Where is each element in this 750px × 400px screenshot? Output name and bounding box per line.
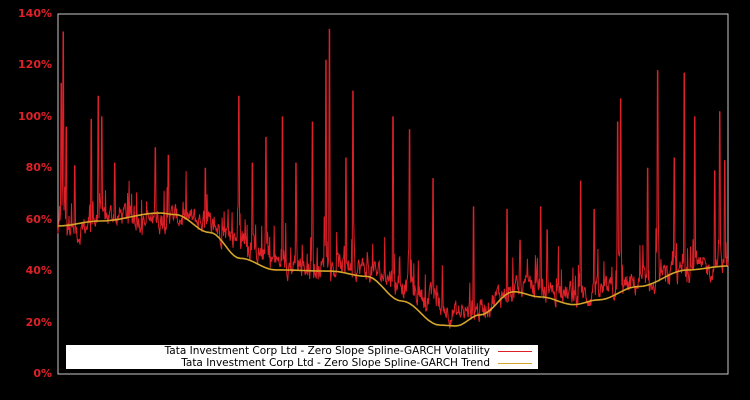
y-tick-label: 100% (18, 109, 52, 123)
y-tick-label: 80% (25, 161, 52, 175)
volatility-series-line (57, 28, 729, 329)
y-tick-label: 0% (33, 367, 52, 380)
y-tick-label: 60% (25, 212, 52, 226)
legend-label-volatility: Tata Investment Corp Ltd - Zero Slope Sp… (164, 345, 490, 357)
legend-label-trend: Tata Investment Corp Ltd - Zero Slope Sp… (181, 357, 490, 369)
chart-legend: Tata Investment Corp Ltd - Zero Slope Sp… (66, 345, 538, 369)
y-tick-label: 20% (25, 315, 52, 329)
legend-item-trend: Tata Investment Corp Ltd - Zero Slope Sp… (181, 357, 538, 369)
legend-swatch-volatility (498, 350, 532, 352)
y-tick-label: 120% (18, 58, 52, 72)
trend-series-line (57, 212, 729, 327)
plot-area (57, 13, 729, 375)
y-tick-label: 140% (18, 7, 52, 20)
y-tick-label: 40% (25, 264, 52, 278)
legend-item-volatility: Tata Investment Corp Ltd - Zero Slope Sp… (165, 345, 538, 357)
legend-swatch-trend (498, 362, 532, 364)
